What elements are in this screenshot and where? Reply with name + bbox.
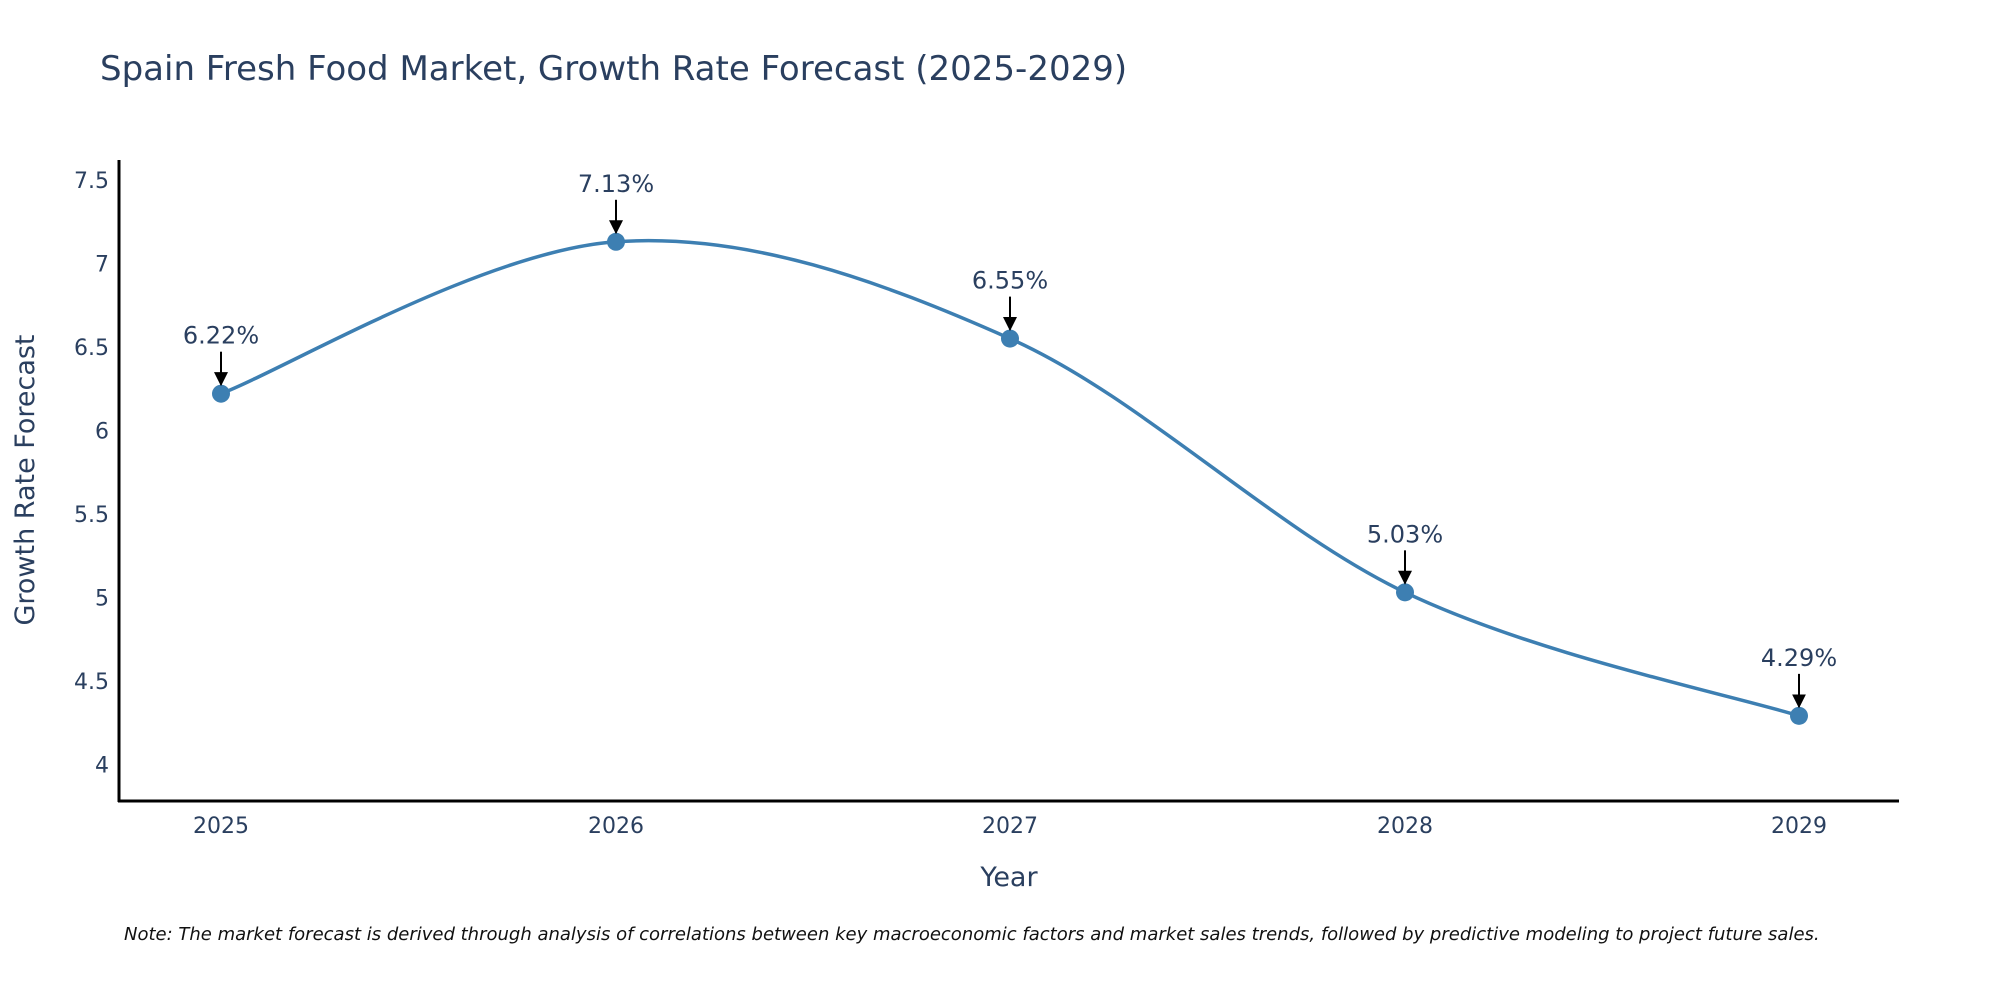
x-tick-label: 2029 bbox=[1771, 814, 1827, 839]
x-tick-label: 2027 bbox=[982, 814, 1038, 839]
chart-title: Spain Fresh Food Market, Growth Rate For… bbox=[100, 49, 1127, 89]
chart-note: Note: The market forecast is derived thr… bbox=[124, 924, 1820, 945]
x-axis-title: Year bbox=[979, 862, 1038, 893]
y-tick-label: 6.5 bbox=[74, 336, 109, 361]
y-tick-label: 7.5 bbox=[74, 169, 109, 194]
y-axis-title: Growth Rate Forecast bbox=[10, 334, 41, 625]
y-tick-label: 4.5 bbox=[74, 670, 109, 695]
x-tick-label: 2028 bbox=[1377, 814, 1433, 839]
data-point bbox=[1396, 583, 1414, 602]
data-label: 5.03% bbox=[1367, 520, 1443, 548]
y-tick-label: 5.5 bbox=[74, 503, 109, 528]
x-tick-label: 2026 bbox=[588, 814, 644, 839]
x-tick-label: 2025 bbox=[193, 814, 249, 839]
data-point bbox=[212, 384, 230, 403]
data-point bbox=[607, 232, 625, 251]
data-label: 7.13% bbox=[578, 170, 654, 198]
data-markers bbox=[212, 232, 1808, 725]
y-tick-label: 4 bbox=[95, 753, 109, 778]
data-point bbox=[1790, 706, 1808, 725]
y-tick-label: 5 bbox=[95, 586, 109, 611]
data-label: 4.29% bbox=[1761, 644, 1837, 672]
x-axis-ticks: 2025 2026 2027 2028 2029 bbox=[193, 814, 1827, 839]
data-point bbox=[1001, 329, 1019, 348]
data-annotations: 6.22% 7.13% 6.55% 5.03% 4.29% bbox=[183, 170, 1837, 709]
y-axis-ticks: 4 4.5 5 5.5 6 6.5 7 7.5 bbox=[74, 169, 109, 778]
data-label: 6.55% bbox=[972, 267, 1048, 295]
data-label: 6.22% bbox=[183, 322, 259, 350]
y-tick-label: 6 bbox=[95, 419, 109, 444]
y-tick-label: 7 bbox=[95, 252, 109, 277]
